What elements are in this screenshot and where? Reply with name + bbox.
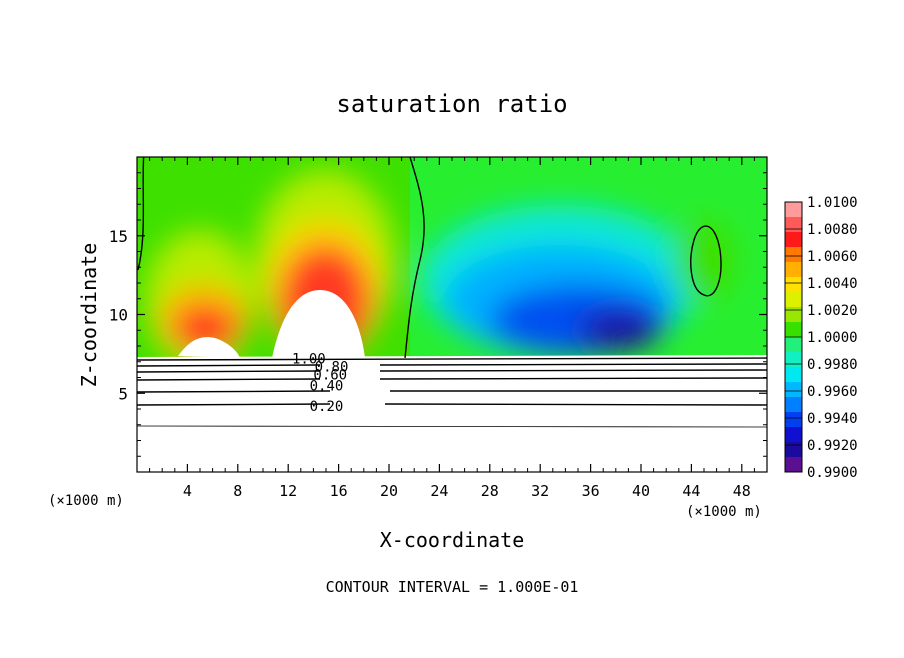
x-tick-label: 36 <box>582 482 600 500</box>
colorbar-swatch <box>785 292 802 308</box>
colorbar-label: 1.0100 <box>807 195 858 211</box>
y-axis: 5 10 15 <box>109 172 767 457</box>
colorbar-label: 0.9900 <box>807 465 858 481</box>
field-blob <box>675 220 735 300</box>
y-tick-label: 5 <box>118 384 128 403</box>
colorbar-label: 1.0040 <box>807 276 858 292</box>
x-tick-label: 8 <box>233 482 242 500</box>
x-axis: 4 8 12 16 20 24 28 32 36 40 44 48 <box>149 157 755 500</box>
contour-label: 0.80 <box>315 359 349 375</box>
colorbar-swatch <box>785 412 802 428</box>
x-tick-label: 16 <box>330 482 348 500</box>
contour-line <box>137 403 767 406</box>
contour-lines <box>137 157 767 428</box>
colorbar-label: 0.9980 <box>807 357 858 373</box>
colorbar-swatch <box>785 247 802 263</box>
colorbar-swatch <box>785 457 802 473</box>
y-tick-label: 15 <box>109 227 128 246</box>
x-tick-label: 48 <box>733 482 751 500</box>
x-axis-label: X-coordinate <box>380 528 525 552</box>
contour-line <box>137 377 767 381</box>
x-tick-label: 40 <box>632 482 650 500</box>
colorbar-swatch <box>785 307 802 323</box>
colorbar-label: 1.0080 <box>807 222 858 238</box>
colorbar-label: 0.9960 <box>807 384 858 400</box>
x-tick-label: 12 <box>279 482 297 500</box>
colorbar-swatch <box>785 202 802 218</box>
x-tick-label: 28 <box>481 482 499 500</box>
colorbar-label: 1.0020 <box>807 303 858 319</box>
contour-label: 0.60 <box>313 367 347 383</box>
cloud-core <box>178 337 240 358</box>
contour-line <box>137 425 767 428</box>
colorbar-swatch <box>785 217 802 233</box>
contour-line <box>137 357 767 361</box>
lower-region <box>137 355 767 472</box>
x-tick-label: 4 <box>183 482 192 500</box>
colorbar-label: 0.9920 <box>807 438 858 454</box>
colorbar: 1.0100 1.0080 1.0060 1.0040 1.0020 1.0000 0.99… <box>784 195 858 481</box>
x-unit-right: (×1000 m) <box>686 504 762 520</box>
colorbar-label: 0.9940 <box>807 411 858 427</box>
colorbar-swatch <box>785 277 802 293</box>
colorbar-swatch <box>785 427 802 443</box>
x-tick-label: 20 <box>380 482 398 500</box>
chart-title: saturation ratio <box>336 90 567 118</box>
contour-label: 0.20 <box>310 399 344 415</box>
x-tick-label: 24 <box>430 482 448 500</box>
contour-line <box>137 369 767 373</box>
field-blob <box>580 310 660 350</box>
contour-line <box>690 225 722 297</box>
y-tick-label: 10 <box>109 306 128 325</box>
colorbar-swatch <box>785 382 802 398</box>
colorbar-label: 1.0060 <box>807 249 858 265</box>
contour-line <box>137 390 767 393</box>
x-unit-left: (×1000 m) <box>48 493 124 509</box>
colorbar-swatch <box>785 322 802 338</box>
colorbar-swatch <box>785 442 802 458</box>
y-axis-label: Z-coordinate <box>77 243 101 388</box>
contour-labels: 1.000.800.600.40 0.20 <box>292 352 348 415</box>
cloud-core <box>272 290 365 358</box>
colorbar-swatch <box>785 367 802 383</box>
colorbar-swatch <box>785 352 802 368</box>
contour-label: 0.40 <box>310 378 344 394</box>
contour-line <box>137 363 767 367</box>
contour-interval-footer: CONTOUR INTERVAL = 1.000E-01 <box>326 578 579 596</box>
colorbar-swatch <box>785 337 802 353</box>
x-tick-label: 44 <box>682 482 700 500</box>
colorbar-label: 1.0000 <box>807 330 858 346</box>
x-tick-label: 32 <box>531 482 549 500</box>
contour-line <box>137 157 425 359</box>
colorbar-swatch <box>785 232 802 248</box>
colorbar-swatch <box>785 397 802 413</box>
contour-label: 1.00 <box>292 352 326 368</box>
plot-area: 1.000.800.600.40 0.20 <box>137 157 767 472</box>
colorbar-swatch <box>785 262 802 278</box>
